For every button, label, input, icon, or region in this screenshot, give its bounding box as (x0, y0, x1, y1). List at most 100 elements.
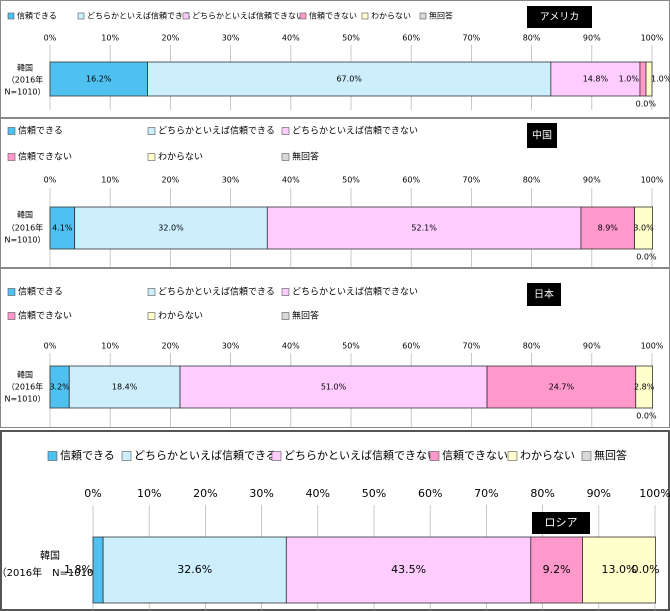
legend-label: どちらかといえば信頼できる (87, 11, 191, 21)
x-tick-label: 10% (101, 34, 119, 43)
value-label: 14.8% (583, 75, 609, 84)
x-tick-label: 70% (474, 487, 498, 500)
value-label: 0.0% (632, 563, 660, 576)
legend-label: どちらかといえば信頼できない (284, 449, 438, 462)
x-tick-label: 20% (162, 342, 180, 351)
legend-label: わからない (158, 311, 203, 322)
chart-title: 日本 (534, 288, 554, 301)
legend-swatch (271, 451, 282, 461)
category-label: （2016年 (7, 223, 43, 233)
bar-segment (147, 61, 552, 97)
x-tick-label: 90% (587, 487, 611, 500)
panel-border (0, 430, 670, 611)
legend-label: 信頼できる (60, 449, 115, 462)
legend-label: 信頼できない (18, 151, 72, 163)
bar-segment (179, 365, 488, 409)
legend-swatch (419, 12, 427, 20)
legend-swatch (7, 312, 16, 320)
legend-swatch (281, 312, 290, 320)
title-badge (527, 6, 592, 28)
bar-segment (102, 536, 287, 604)
value-label: 0.0% (636, 253, 657, 262)
category-label: 韓国 (17, 210, 33, 220)
x-tick-label: 60% (402, 342, 420, 351)
legend-label: 無回答 (429, 11, 453, 21)
legend-swatch (281, 153, 290, 161)
legend-label: どちらかといえば信頼できない (292, 286, 418, 298)
category-label: （2016年 (7, 382, 43, 392)
x-tick-label: 30% (222, 34, 240, 43)
legend-label: 信頼できる (18, 125, 63, 137)
x-tick-label: 90% (583, 176, 601, 185)
value-label: 18.4% (112, 383, 138, 392)
legend-swatch (429, 451, 440, 461)
x-tick-label: 70% (463, 342, 481, 351)
category-label: 韓国 (17, 63, 33, 73)
bar-segment (266, 206, 582, 250)
bar-segment (635, 365, 654, 409)
value-label: 3.0% (633, 224, 654, 233)
legend-label: わからない (520, 449, 575, 462)
x-tick-label: 90% (583, 342, 601, 351)
legend-swatch (581, 451, 592, 461)
x-tick-label: 0% (44, 34, 57, 43)
x-tick-label: 30% (222, 176, 240, 185)
x-tick-label: 50% (342, 34, 360, 43)
value-label: 8.9% (598, 224, 619, 233)
legend-label: 無回答 (594, 448, 627, 462)
bar-segment (550, 61, 641, 97)
chart-title: 中国 (532, 129, 552, 142)
category-label: N=1010） (4, 236, 45, 245)
x-tick-label: 0% (84, 487, 101, 500)
x-tick-label: 50% (362, 487, 386, 500)
legend-label: 信頼できない (442, 449, 508, 462)
legend-label: わからない (371, 12, 411, 21)
title-badge (532, 512, 590, 534)
chart-title: ロシア (545, 516, 578, 529)
legend-label: どちらかといえば信頼できない (192, 11, 304, 21)
chart-title: アメリカ (540, 11, 580, 23)
category-label: N=1010） (4, 88, 45, 97)
category-label: 韓国 (40, 550, 60, 562)
bar-segment (74, 206, 268, 250)
value-label: 3.2% (49, 383, 70, 392)
legend-swatch (147, 312, 156, 320)
category-label: （2016年 (7, 75, 43, 85)
x-tick-label: 0% (44, 176, 57, 185)
legend-swatch (281, 127, 290, 135)
value-label: 9.2% (543, 563, 571, 576)
value-label: 4.1% (52, 224, 73, 233)
x-tick-label: 10% (101, 342, 119, 351)
title-badge (527, 123, 557, 148)
legend-swatch (299, 12, 307, 20)
x-tick-label: 50% (342, 342, 360, 351)
legend-label: どちらかといえば信頼できる (134, 449, 277, 462)
bar-segment (639, 61, 647, 97)
bar-segment (486, 365, 637, 409)
legend-label: 信頼できる (18, 286, 63, 298)
bar-segment (582, 536, 656, 604)
category-label: N=1010） (4, 395, 45, 404)
value-label: 32.0% (158, 224, 184, 233)
value-label: 1.8% (64, 563, 92, 576)
x-tick-label: 60% (418, 487, 442, 500)
value-label: 52.1% (411, 224, 437, 233)
bar-segment (68, 365, 181, 409)
x-tick-label: 30% (222, 342, 240, 351)
value-label: 2.8% (634, 383, 655, 392)
legend-swatch (7, 288, 16, 296)
legend-label: 信頼できる (17, 11, 57, 21)
x-tick-label: 40% (282, 342, 300, 351)
category-label: （2016年 N=1010） (0, 566, 103, 579)
value-label: 0.0% (636, 412, 657, 421)
x-tick-label: 70% (463, 34, 481, 43)
x-tick-label: 40% (282, 34, 300, 43)
legend-swatch (47, 451, 58, 461)
legend-swatch (361, 12, 369, 20)
x-tick-label: 20% (193, 487, 217, 500)
legend-swatch (147, 153, 156, 161)
x-tick-label: 0% (44, 342, 57, 351)
bar-segment (645, 61, 653, 97)
legend-swatch (77, 12, 85, 20)
